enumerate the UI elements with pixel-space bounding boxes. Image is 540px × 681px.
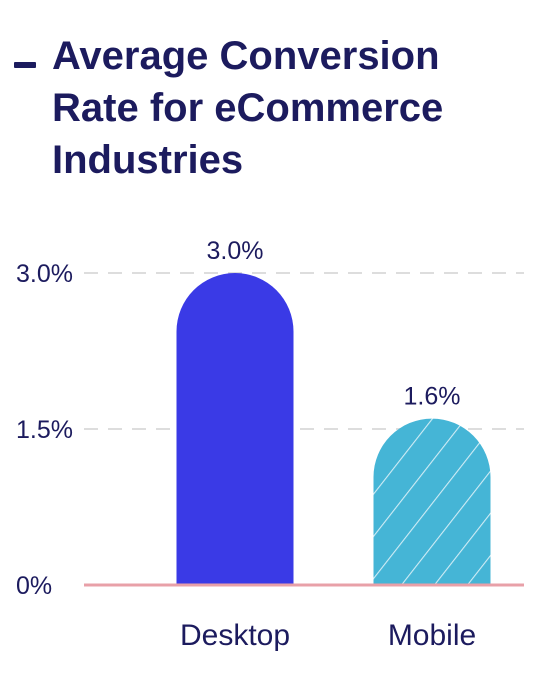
category-label-mobile: Mobile	[388, 619, 476, 652]
bar-desktop	[176, 273, 294, 585]
y-tick-label: 1.5%	[16, 416, 73, 444]
data-label-desktop: 3.0%	[207, 237, 264, 265]
x-axis: Desktop Mobile	[180, 619, 476, 652]
y-axis: 0% 1.5% 3.0%	[16, 260, 73, 600]
y-tick-label: 0%	[16, 572, 52, 600]
data-labels: 3.0% 1.6%	[207, 237, 461, 411]
chart-title: Average Conversion Rate for eCommerce In…	[52, 34, 444, 182]
category-label-desktop: Desktop	[180, 619, 290, 652]
data-label-mobile: 1.6%	[404, 383, 461, 411]
title-dash-icon	[14, 62, 36, 68]
y-tick-label: 3.0%	[16, 260, 73, 288]
bars	[176, 273, 491, 585]
bar-mobile	[373, 418, 491, 585]
